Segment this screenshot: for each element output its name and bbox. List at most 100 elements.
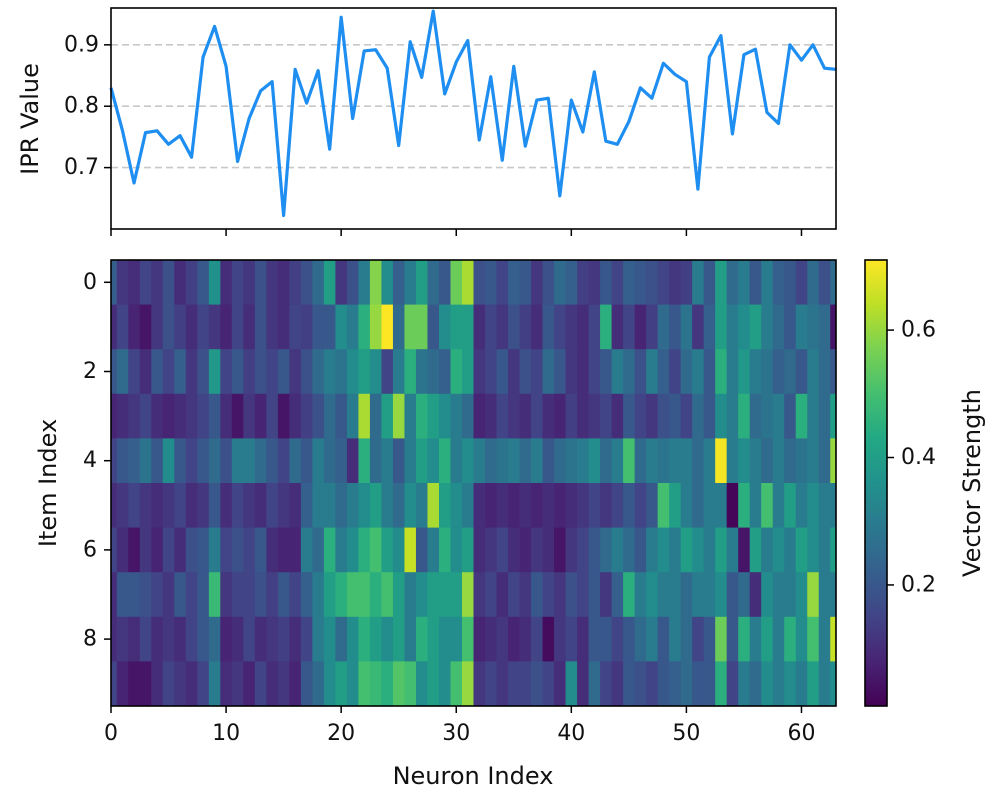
heatmap-cell (703, 527, 716, 573)
heatmap-cell (508, 483, 520, 528)
heatmap-cell (415, 616, 428, 662)
heatmap-cell (231, 349, 244, 395)
heatmap-cell (404, 527, 417, 573)
heatmap-cell (496, 260, 509, 305)
heatmap-cell (519, 438, 532, 484)
heatmap-cell (346, 393, 359, 439)
heatmap-cell (692, 483, 705, 528)
heatmap-cell (703, 616, 716, 662)
heatmap-cell (749, 260, 762, 305)
heatmap-cell (830, 616, 837, 662)
heatmap-cell (335, 572, 348, 618)
heatmap-cell (749, 527, 762, 573)
heatmap-cell (611, 304, 624, 350)
heatmap-cell (151, 483, 164, 528)
heatmap-cell (415, 260, 428, 305)
heatmap-cell (669, 483, 682, 528)
heatmap-cell (220, 483, 233, 528)
heatmap-cell (162, 438, 175, 484)
heatmap-cell (185, 304, 198, 350)
heatmap-cell (277, 260, 290, 305)
heatmap-cell (807, 527, 820, 573)
heatmap-cell (565, 661, 578, 707)
heatmap-cell (600, 260, 612, 305)
heatmap-cell (692, 661, 705, 707)
heatmap-cell (519, 349, 532, 395)
heatmap-cell (116, 616, 129, 662)
heatmap-cell (715, 349, 728, 395)
heatmap-cell (738, 393, 751, 439)
heatmap-cell (611, 527, 624, 573)
heatmap-cell (508, 349, 520, 395)
heatmap-cell (611, 483, 624, 528)
heatmap-cell (807, 483, 820, 528)
heatmap-cell (415, 393, 428, 439)
heatmap-cell (542, 616, 555, 662)
heatmap-cell (185, 260, 198, 305)
heatmap-cell (508, 393, 520, 439)
heatmap-cell (128, 349, 141, 395)
heatmap-cell (243, 527, 256, 573)
heatmap-cell (139, 661, 152, 707)
heatmap-cell (254, 527, 267, 573)
heatmap-cell (312, 438, 325, 484)
heatmap-cell (669, 393, 682, 439)
heatmap-cell (438, 483, 451, 528)
heatmap-cell (208, 527, 221, 573)
heatmap-cell (346, 527, 359, 573)
heatmap-cell (485, 349, 497, 395)
heatmap-cell (519, 304, 532, 350)
heatmap-cell (254, 393, 267, 439)
heatmap-cell (346, 260, 359, 305)
heatmap-cell (669, 527, 682, 573)
heatmap-cell (542, 438, 555, 484)
heatmap-cell (680, 304, 693, 350)
heatmap-cell (300, 260, 313, 305)
heatmap-cell (657, 661, 670, 707)
heatmap-cell (128, 260, 141, 305)
heatmap-cell (703, 661, 716, 707)
heatmap-cell (404, 661, 417, 707)
heatmap-cell (335, 260, 348, 305)
heatmap-cell (772, 572, 785, 618)
heatmap-cell (703, 393, 716, 439)
heatmap-cell (162, 616, 175, 662)
heatmap-cell (772, 349, 785, 395)
heatmap-cell (438, 393, 451, 439)
heatmap-cell (266, 438, 279, 484)
heatmap-cell (715, 661, 728, 707)
heatmap-cell (726, 393, 739, 439)
heatmap-cell (335, 438, 348, 484)
heatmap-cell (185, 661, 198, 707)
heatmap-cell (680, 438, 693, 484)
heatmap-cell (508, 661, 520, 707)
heatmap-cell (807, 260, 820, 305)
heatmap-cell (323, 527, 336, 573)
heatmap-cell (473, 260, 486, 305)
heatmap-cell (669, 260, 682, 305)
heatmap-cell (438, 304, 451, 350)
heatmap-cell (427, 304, 440, 350)
heatmap-cell (346, 304, 359, 350)
heatmap-cell (404, 483, 417, 528)
line-y-ticks: 0.7 0.8 0.9 (64, 32, 111, 180)
heatmap-cell (588, 572, 601, 618)
heatmap-cell (680, 527, 693, 573)
y-tick-label: 0.8 (64, 94, 99, 119)
heatmap-cell (519, 483, 532, 528)
heatmap-cell (174, 438, 187, 484)
heatmap-cell (254, 349, 267, 395)
heatmap-cell (692, 616, 705, 662)
heatmap-cell (427, 616, 440, 662)
heatmap-cell (738, 438, 751, 484)
heatmap-cell (111, 393, 118, 439)
heatmap-cell (128, 438, 141, 484)
heatmap-cell (346, 483, 359, 528)
heatmap-cell (111, 527, 118, 573)
heatmap-cell (197, 661, 210, 707)
heatmap-cell (588, 483, 601, 528)
heatmap-cell (369, 527, 382, 573)
heatmap-cell (358, 661, 371, 707)
heatmap-cell (404, 349, 417, 395)
